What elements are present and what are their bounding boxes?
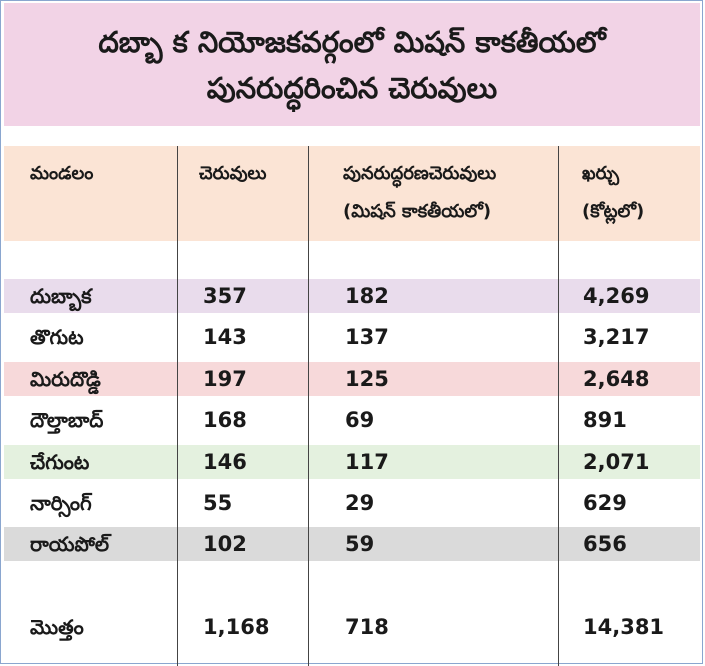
restored-cell: 69 bbox=[345, 408, 375, 432]
mandal-cell: తొగుట bbox=[30, 325, 84, 349]
restored-cell: 29 bbox=[345, 491, 375, 515]
total-restored: 718 bbox=[345, 615, 389, 639]
header-ponds: చెరువులు bbox=[199, 163, 267, 184]
cost-cell: 2,071 bbox=[583, 450, 650, 474]
restored-cell: 117 bbox=[345, 450, 389, 474]
table-row: తొగుట 143 137 3,217 bbox=[4, 320, 700, 354]
restored-cell: 125 bbox=[345, 367, 389, 391]
table-row: మిరుదొడ్డి 197 125 2,648 bbox=[4, 362, 700, 396]
table-row: దుబ్బాక 357 182 4,269 bbox=[4, 279, 700, 313]
header-cost-line-2: (కోట్లలో) bbox=[582, 201, 645, 222]
mandal-cell: నార్సింగ్ bbox=[30, 491, 92, 515]
cost-cell: 2,648 bbox=[583, 367, 650, 391]
mandal-cell: మిరుదొడ్డి bbox=[30, 367, 101, 391]
total-label: మొత్తం bbox=[30, 615, 84, 639]
restored-cell: 137 bbox=[345, 325, 389, 349]
mandal-cell: దుబ్బాక bbox=[30, 284, 92, 308]
ponds-cell: 357 bbox=[203, 284, 247, 308]
table-row: చేగుంట 146 117 2,071 bbox=[4, 445, 700, 479]
ponds-cell: 55 bbox=[203, 491, 233, 515]
cost-cell: 3,217 bbox=[583, 325, 650, 349]
cost-cell: 891 bbox=[583, 408, 627, 432]
cost-cell: 656 bbox=[583, 532, 627, 556]
mandal-cell: చేగుంట bbox=[30, 450, 90, 474]
total-ponds: 1,168 bbox=[203, 615, 270, 639]
title-banner: దబ్బా క నియోజకవర్గంలో మిషన్ కాకతీయలో పున… bbox=[4, 3, 700, 126]
mandal-cell: రాయపోల్ bbox=[30, 532, 109, 556]
header-restored: పునరుద్ధరణచెరువులు (మిషన్ కాకతీయలో) bbox=[343, 155, 496, 231]
title-line-2: పునరుద్ధరించిన చెరువులు bbox=[206, 70, 498, 105]
mandal-cell: దౌల్తాబాద్ bbox=[30, 408, 104, 432]
total-row: మొత్తం 1,168 718 14,381 bbox=[4, 610, 700, 644]
ponds-cell: 197 bbox=[203, 367, 247, 391]
cost-cell: 4,269 bbox=[583, 284, 650, 308]
table-row: దౌల్తాబాద్ 168 69 891 bbox=[4, 403, 700, 437]
header-restored-line-1: పునరుద్ధరణచెరువులు bbox=[343, 163, 497, 184]
column-divider bbox=[308, 146, 309, 666]
cost-cell: 629 bbox=[583, 491, 627, 515]
column-divider bbox=[558, 146, 559, 666]
table-row: నార్సింగ్ 55 29 629 bbox=[4, 486, 700, 520]
total-cost: 14,381 bbox=[583, 615, 665, 639]
ponds-cell: 168 bbox=[203, 408, 247, 432]
ponds-cell: 102 bbox=[203, 532, 247, 556]
table-row: రాయపోల్ 102 59 656 bbox=[4, 527, 700, 561]
title-line-1: దబ్బా క నియోజకవర్గంలో మిషన్ కాకతీయలో bbox=[98, 24, 606, 59]
column-divider bbox=[177, 146, 178, 666]
header-cost-line-1: ఖర్చు bbox=[582, 163, 620, 184]
restored-cell: 59 bbox=[345, 532, 375, 556]
header-restored-line-2: (మిషన్ కాకతీయలో) bbox=[343, 201, 492, 222]
restored-cell: 182 bbox=[345, 284, 389, 308]
header-cost: ఖర్చు (కోట్లలో) bbox=[582, 155, 644, 231]
ponds-cell: 143 bbox=[203, 325, 247, 349]
header-band bbox=[4, 146, 700, 241]
ponds-cell: 146 bbox=[203, 450, 247, 474]
header-mandal: మండలం bbox=[30, 163, 94, 184]
